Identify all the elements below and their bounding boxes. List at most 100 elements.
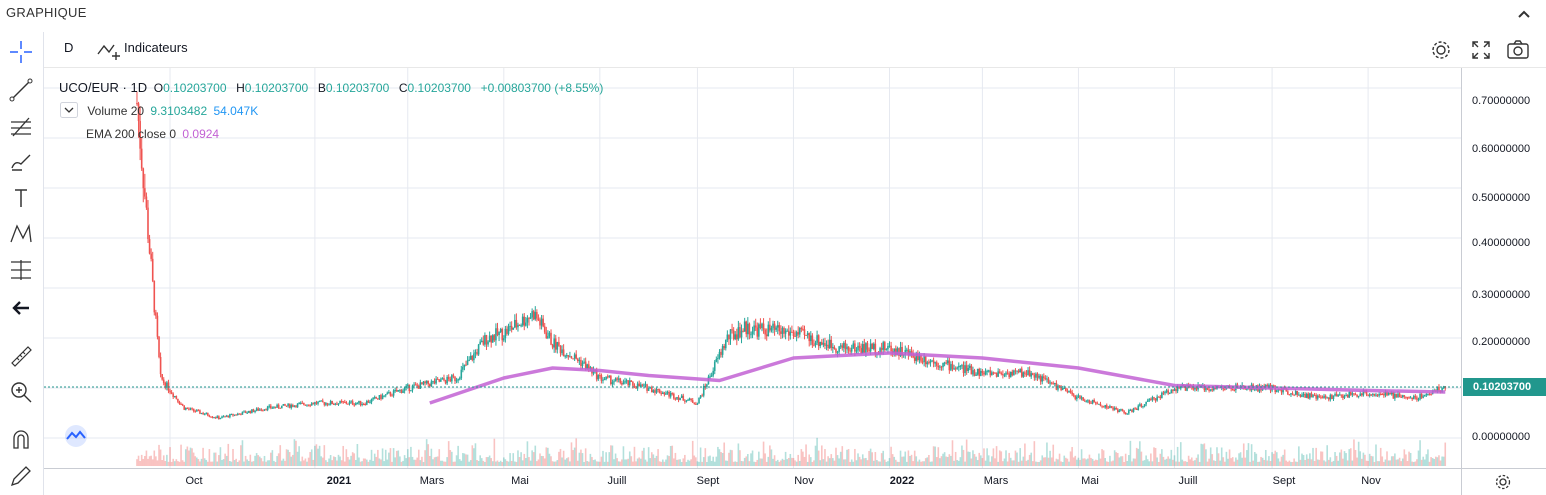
volume-bar — [909, 456, 911, 466]
volume-bar — [902, 456, 905, 466]
candle-body — [871, 343, 873, 349]
candle-body — [959, 365, 962, 367]
volume-bar — [293, 439, 296, 466]
volume-bar — [177, 461, 179, 466]
candle-body — [641, 384, 644, 386]
fib-icon[interactable] — [7, 112, 35, 140]
candle-body — [367, 401, 370, 403]
interval-button[interactable]: D — [64, 40, 74, 55]
gear-icon[interactable] — [1494, 473, 1512, 491]
candle-body — [1161, 392, 1163, 399]
candle-body — [957, 366, 960, 368]
volume-bar — [1038, 461, 1040, 466]
candle-body — [1359, 393, 1362, 396]
candle-body — [244, 411, 247, 414]
volume-bar — [841, 446, 844, 466]
candle-body — [1423, 394, 1426, 397]
candle-body — [1298, 394, 1300, 396]
indicators-button[interactable]: Indicateurs — [124, 40, 188, 55]
candle-body — [214, 417, 217, 419]
pattern-icon[interactable] — [7, 220, 35, 248]
volume-bar — [1019, 448, 1021, 466]
candle-body — [186, 408, 189, 410]
fullscreen-icon[interactable] — [1468, 38, 1494, 62]
volume-bar — [1304, 460, 1306, 466]
brush-icon[interactable] — [7, 148, 35, 176]
candle-body — [1408, 397, 1410, 399]
candle-body — [397, 390, 400, 392]
candle-body — [389, 392, 392, 396]
volume-bar — [699, 447, 702, 466]
gear-icon[interactable] — [1428, 38, 1454, 62]
back-arrow-icon[interactable] — [7, 294, 35, 322]
text-icon[interactable] — [7, 184, 35, 212]
volume-bar — [545, 447, 548, 466]
volume-bar — [691, 440, 694, 466]
volume-bar — [817, 450, 820, 466]
chevron-down-icon[interactable] — [60, 102, 78, 118]
chart-pane[interactable]: UCO/EUR · 1D O0.10203700 H0.10203700 B0.… — [44, 68, 1461, 468]
indicators-icon[interactable] — [96, 38, 122, 62]
volume-bar — [795, 461, 798, 466]
candle-body — [296, 403, 299, 408]
volume-bar — [1028, 454, 1031, 466]
time-axis[interactable]: Oct 2021 Mars Mai Juill Sept Nov 2022 Ma… — [44, 468, 1461, 495]
volume-bar — [375, 456, 378, 466]
volume-bar — [1417, 450, 1420, 466]
volume-bar — [372, 460, 374, 466]
volume-bar — [1353, 439, 1355, 466]
volume-bar — [1151, 461, 1154, 466]
tradingview-logo-icon[interactable] — [61, 424, 91, 448]
price-plot[interactable] — [44, 68, 1461, 468]
measure-icon[interactable] — [7, 256, 35, 284]
candle-body — [899, 346, 902, 356]
candle-body — [655, 388, 658, 393]
volume-bar — [1205, 449, 1207, 466]
candle-body — [940, 366, 943, 368]
volume-bar — [359, 461, 362, 466]
crosshair-icon[interactable] — [7, 38, 35, 66]
chevron-up-icon[interactable] — [1514, 4, 1534, 24]
volume-bar — [542, 456, 544, 466]
ruler-icon[interactable] — [7, 342, 35, 370]
candle-body — [649, 387, 652, 389]
volume-bar — [485, 457, 488, 466]
volume-bar — [969, 451, 971, 466]
volume-bar — [377, 449, 379, 466]
panel-header: GRAPHIQUE — [0, 0, 1546, 28]
volume-bar — [1298, 446, 1300, 466]
volume-bar — [271, 450, 274, 466]
volume-bar — [865, 457, 867, 466]
pencil-lock-icon[interactable] — [7, 462, 35, 490]
candle-body — [197, 410, 200, 412]
volume-bar — [158, 444, 160, 466]
volume-bar — [1093, 460, 1095, 466]
candle-body — [717, 357, 719, 360]
candle-body — [721, 346, 724, 355]
volume-bar — [743, 457, 746, 466]
volume-bar — [210, 461, 212, 466]
zoom-in-icon[interactable] — [7, 378, 35, 406]
trend-line-icon[interactable] — [7, 76, 35, 104]
volume-bar — [1386, 451, 1388, 466]
candle-body — [739, 327, 741, 338]
candle-body — [1109, 406, 1111, 409]
candle-body — [144, 188, 146, 197]
volume-bar — [554, 461, 557, 466]
volume-bar — [1301, 453, 1303, 466]
candle-body — [935, 362, 938, 366]
candle-body — [1050, 382, 1053, 384]
magnet-icon[interactable] — [7, 426, 35, 454]
candle-body — [329, 401, 332, 405]
volume-bar — [1072, 457, 1075, 466]
price-axis[interactable]: 0.70000000 0.60000000 0.50000000 0.40000… — [1461, 68, 1546, 468]
candle-body — [841, 345, 844, 348]
candle-body — [1389, 393, 1391, 395]
volume-bar — [447, 441, 450, 466]
camera-icon[interactable] — [1505, 38, 1531, 62]
candle-body — [787, 330, 790, 336]
candle-body — [1340, 394, 1343, 396]
volume-bar — [258, 456, 261, 466]
candle-body — [926, 362, 929, 365]
volume-bar — [630, 456, 633, 466]
